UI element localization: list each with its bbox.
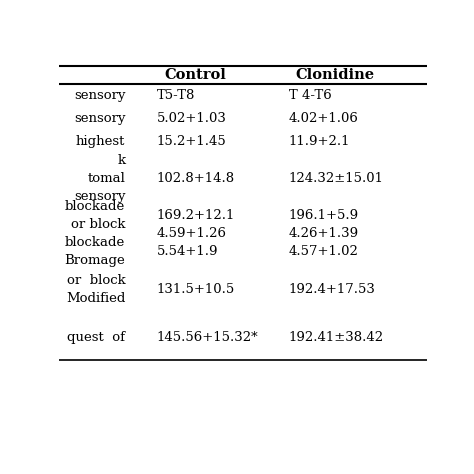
Text: 124.32±15.01: 124.32±15.01	[289, 172, 384, 185]
Text: 192.4+17.53: 192.4+17.53	[289, 283, 376, 296]
Text: 145.56+15.32*: 145.56+15.32*	[156, 331, 258, 345]
Text: 192.41±38.42: 192.41±38.42	[289, 331, 384, 345]
Text: T5-T8: T5-T8	[156, 89, 195, 102]
Text: Clonidine: Clonidine	[295, 68, 374, 82]
Text: 4.02+1.06: 4.02+1.06	[289, 111, 359, 125]
Text: sensory: sensory	[74, 89, 125, 102]
Text: highest: highest	[76, 135, 125, 148]
Text: sensory: sensory	[74, 111, 125, 125]
Text: 5.02+1.03: 5.02+1.03	[156, 111, 227, 125]
Text: 15.2+1.45: 15.2+1.45	[156, 135, 227, 148]
Text: Control: Control	[164, 68, 226, 82]
Text: 131.5+10.5: 131.5+10.5	[156, 283, 235, 296]
Text: 196.1+5.9
4.26+1.39
4.57+1.02: 196.1+5.9 4.26+1.39 4.57+1.02	[289, 210, 359, 258]
Text: T 4-T6: T 4-T6	[289, 89, 332, 102]
Text: 169.2+12.1
4.59+1.26
5.54+1.9: 169.2+12.1 4.59+1.26 5.54+1.9	[156, 210, 235, 258]
Text: 102.8+14.8: 102.8+14.8	[156, 172, 235, 185]
Text: k
tomal
sensory: k tomal sensory	[74, 154, 125, 203]
Text: quest  of: quest of	[67, 331, 125, 345]
Text: blockade
or block
blockade
Bromage: blockade or block blockade Bromage	[64, 201, 125, 267]
Text: 11.9+2.1: 11.9+2.1	[289, 135, 350, 148]
Text: or  block
Modified: or block Modified	[66, 274, 125, 305]
